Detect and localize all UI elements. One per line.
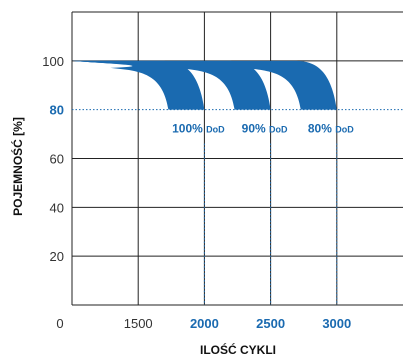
- capacity-band: [72, 60, 337, 110]
- series-label-sub: DoD: [269, 125, 288, 135]
- series-label: 100% DoD: [172, 122, 225, 136]
- series-label: 80% DoD: [308, 122, 354, 136]
- capacity-band: [72, 60, 271, 110]
- x-tick-label: 3000: [322, 316, 351, 331]
- series-label-main: 100%: [172, 122, 206, 136]
- series-label-main: 80%: [308, 122, 335, 136]
- grid: [71, 11, 403, 306]
- y-tick-label: 60: [50, 152, 64, 167]
- y-tick-label: 40: [50, 200, 64, 215]
- series-label-main: 90%: [242, 122, 269, 136]
- series-label-sub: DoD: [335, 125, 354, 135]
- x-axis-title: ILOŚĆ CYKLI: [200, 342, 276, 357]
- dod-labels: 100% DoD 90% DoD 80% DoD: [172, 122, 354, 136]
- y-tick-label: 20: [50, 249, 64, 264]
- x-tick-label: 2000: [190, 316, 219, 331]
- x-tick-label: 0: [56, 316, 63, 331]
- y-tick-label: 100: [42, 54, 64, 69]
- capacity-bands: [72, 60, 337, 110]
- y-tick-label: 80: [50, 103, 64, 118]
- guide-lines: [72, 109, 403, 305]
- x-tick-label: 2500: [256, 316, 285, 331]
- series-label: 90% DoD: [242, 122, 288, 136]
- tick-labels: 0 1500 2000 2500 3000 100 80 60 40 20: [42, 54, 351, 331]
- series-label-sub: DoD: [206, 125, 225, 135]
- x-tick-label: 1500: [124, 316, 153, 331]
- y-axis-title: POJEMNOŚĆ [%]: [10, 117, 25, 216]
- capacity-band: [72, 60, 205, 110]
